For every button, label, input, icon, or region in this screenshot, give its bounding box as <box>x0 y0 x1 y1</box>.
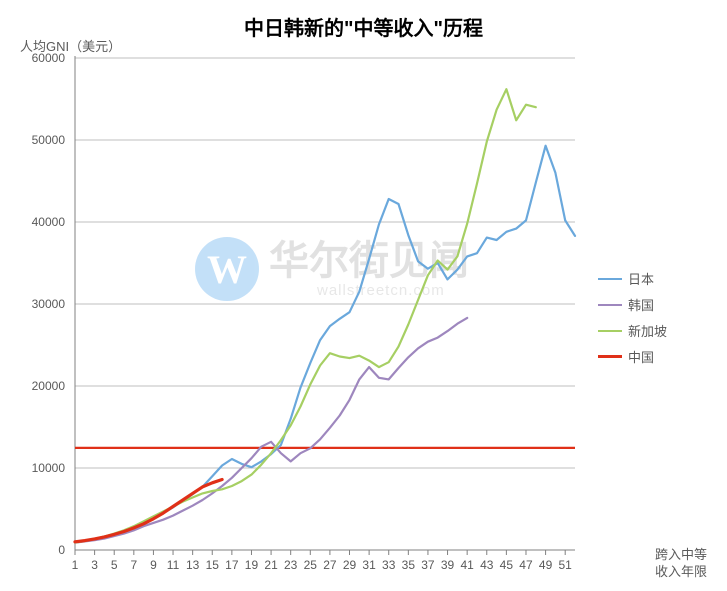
y-tick-label: 30000 <box>0 297 65 311</box>
series-china <box>75 480 222 542</box>
x-tick-label: 35 <box>398 558 418 572</box>
x-tick-label: 9 <box>143 558 163 572</box>
x-tick-label: 25 <box>300 558 320 572</box>
legend-label: 新加坡 <box>628 321 667 340</box>
x-tick-label: 13 <box>183 558 203 572</box>
x-tick-label: 31 <box>359 558 379 572</box>
y-tick-label: 50000 <box>0 133 65 147</box>
x-tick-label: 51 <box>555 558 575 572</box>
x-tick-label: 45 <box>496 558 516 572</box>
x-tick-label: 11 <box>163 558 183 572</box>
series-japan <box>75 146 575 543</box>
x-tick-label: 23 <box>281 558 301 572</box>
x-tick-label: 33 <box>379 558 399 572</box>
legend-item-japan: 日本 <box>598 270 667 287</box>
x-tick-label: 39 <box>438 558 458 572</box>
y-tick-label: 40000 <box>0 215 65 229</box>
legend-swatch <box>598 304 622 306</box>
y-tick-label: 0 <box>0 543 65 557</box>
x-tick-label: 43 <box>477 558 497 572</box>
series-singapore <box>75 89 536 542</box>
x-tick-label: 19 <box>241 558 261 572</box>
x-tick-label: 27 <box>320 558 340 572</box>
legend-swatch <box>598 330 622 332</box>
y-tick-label: 60000 <box>0 51 65 65</box>
legend-label: 日本 <box>628 269 654 288</box>
legend-swatch <box>598 278 622 280</box>
x-tick-label: 7 <box>124 558 144 572</box>
legend-item-china: 中国 <box>598 348 667 365</box>
legend-label: 韩国 <box>628 295 654 314</box>
legend-swatch <box>598 355 622 358</box>
x-tick-label: 49 <box>536 558 556 572</box>
series-korea <box>75 318 467 543</box>
legend-item-korea: 韩国 <box>598 296 667 313</box>
legend-label: 中国 <box>628 347 654 366</box>
y-tick-label: 20000 <box>0 379 65 393</box>
x-tick-label: 29 <box>340 558 360 572</box>
x-axis-label-line1: 跨入中等 <box>655 547 707 562</box>
x-tick-label: 5 <box>104 558 124 572</box>
x-tick-label: 1 <box>65 558 85 572</box>
legend-item-singapore: 新加坡 <box>598 322 667 339</box>
x-tick-label: 21 <box>261 558 281 572</box>
x-tick-label: 37 <box>418 558 438 572</box>
x-tick-label: 47 <box>516 558 536 572</box>
x-axis-label: 跨入中等 收入年限 <box>655 547 707 581</box>
x-tick-label: 17 <box>222 558 242 572</box>
x-tick-label: 3 <box>85 558 105 572</box>
y-tick-label: 10000 <box>0 461 65 475</box>
chart-legend: 日本韩国新加坡中国 <box>598 270 667 374</box>
x-tick-label: 41 <box>457 558 477 572</box>
x-axis-label-line2: 收入年限 <box>655 564 707 579</box>
x-tick-label: 15 <box>202 558 222 572</box>
